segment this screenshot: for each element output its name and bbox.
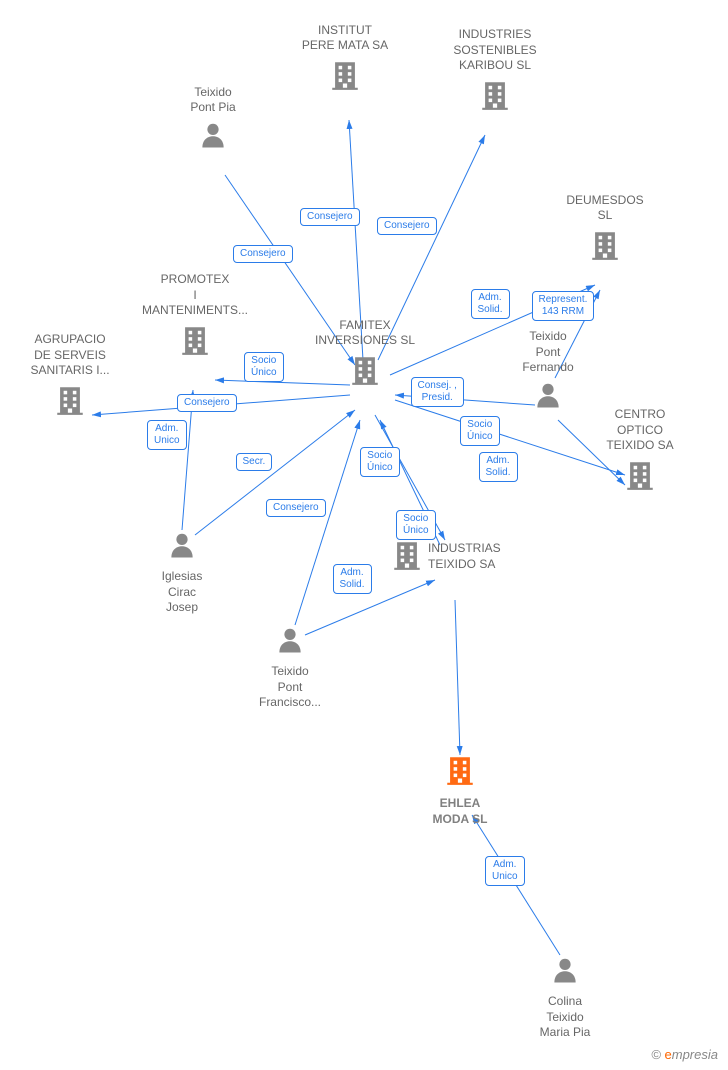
edge-label: Socio Único: [244, 352, 284, 382]
edge-label: Consejero: [266, 499, 326, 517]
edge-label: Consejero: [233, 245, 293, 263]
edge-label: Socio Único: [396, 510, 436, 540]
edge-label: Adm. Unico: [147, 420, 187, 450]
edge-labels-layer: Consejero Consejero Consejero Adm. Solid. Re…: [0, 0, 728, 1070]
edge-label: Socio Único: [360, 447, 400, 477]
edge-label: Represent. 143 RRM: [532, 291, 595, 321]
watermark: © empresia: [651, 1047, 718, 1062]
edge-label: Adm. Solid.: [479, 452, 518, 482]
edge-label: Adm. Unico: [485, 856, 525, 886]
brand-rest: mpresia: [672, 1047, 718, 1062]
edge-label: Consejero: [177, 394, 237, 412]
edge-label: Secr.: [236, 453, 273, 471]
edge-label: Socio Único: [460, 416, 500, 446]
edge-label: Consejero: [377, 217, 437, 235]
edge-label: Consej. , Presid.: [411, 377, 464, 407]
edge-label: Adm. Solid.: [471, 289, 510, 319]
edge-label: Consejero: [300, 208, 360, 226]
brand-initial: e: [665, 1047, 672, 1062]
copyright-symbol: ©: [651, 1047, 661, 1062]
edge-label: Adm. Solid.: [333, 564, 372, 594]
